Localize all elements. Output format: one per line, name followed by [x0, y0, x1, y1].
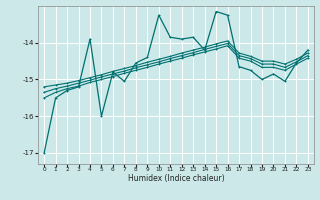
X-axis label: Humidex (Indice chaleur): Humidex (Indice chaleur): [128, 174, 224, 183]
